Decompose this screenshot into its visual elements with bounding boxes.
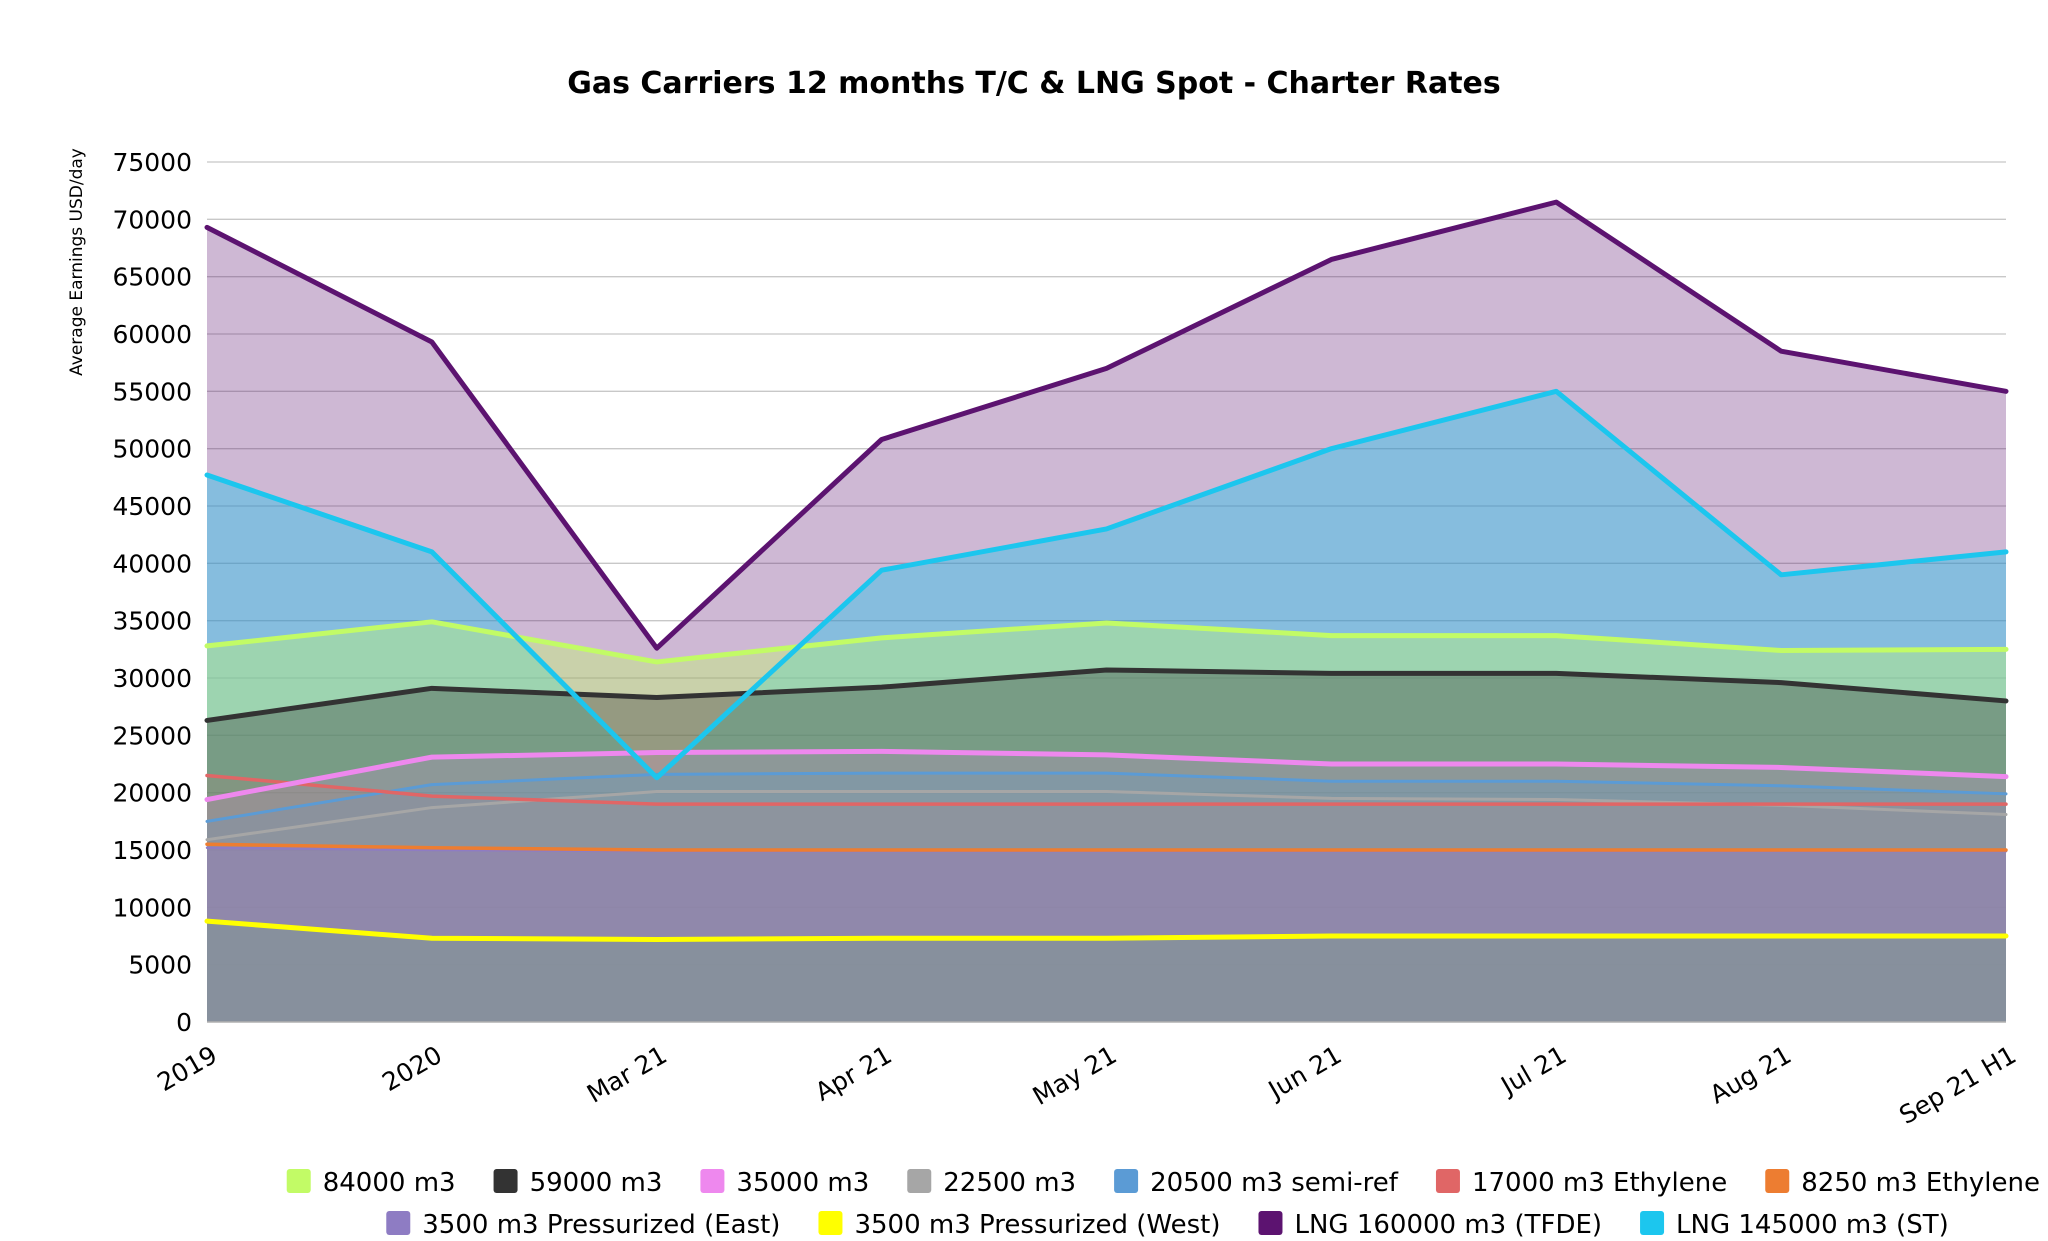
legend-swatch-22500-m3 [907, 1169, 932, 1193]
legend-swatch-3500-m3-pressurized-west [818, 1211, 843, 1235]
y-tick-label: 25000 [112, 721, 192, 750]
line-8250-m3-ethylene [205, 842, 2008, 852]
y-tick-label: 0 [176, 1008, 192, 1037]
area-3500-m3-pressurized-east [207, 847, 2006, 1022]
x-tick-labels: 2019 2020 Mar 21 Apr 21 May 21 Jun 21 Jul 21 Au… [152, 1040, 2021, 1130]
y-tick-label: 45000 [112, 492, 192, 521]
legend-label-20500-m3-semi-ref: 20500 m3 semi-ref [1150, 1168, 1399, 1198]
y-tick-label: 55000 [112, 377, 192, 406]
legend-swatch-3500-m3-pressurized-east [386, 1211, 411, 1235]
y-tick-label: 75000 [112, 148, 192, 177]
y-tick-label: 50000 [112, 435, 192, 464]
area-20500-m3-semi-ref [207, 773, 2006, 1022]
legend-label-3500-m3-pressurized-west: 3500 m3 Pressurized (West) [854, 1210, 1220, 1240]
legend-label-84000-m3: 84000 m3 [323, 1168, 456, 1198]
legend-label-17000-m3-ethylene: 17000 m3 Ethylene [1472, 1168, 1727, 1198]
chart-title: Gas Carriers 12 months T/C & LNG Spot - … [567, 66, 1501, 101]
line-35000-m3 [204, 748, 2009, 803]
y-tick-label: 65000 [112, 263, 192, 292]
y-tick-label: 60000 [112, 320, 192, 349]
y-axis-label: Average Earnings USD/day [67, 148, 87, 376]
legend-swatch-84000-m3 [286, 1169, 311, 1193]
x-tick-label: Mar 21 [582, 1040, 672, 1109]
legend-label-22500-m3: 22500 m3 [943, 1168, 1076, 1198]
legend-label-8250-m3-ethylene: 8250 m3 Ethylene [1801, 1168, 2040, 1198]
y-tick-label: 20000 [112, 779, 192, 808]
legend-swatch-8250-m3-ethylene [1765, 1169, 1790, 1193]
line-lng-160000-m3-tfde [204, 199, 2009, 651]
area-fills [207, 202, 2006, 1023]
legend-swatch-35000-m3 [700, 1169, 725, 1193]
legend-swatch-20500-m3-semi-ref [1114, 1169, 1139, 1193]
legend-label-59000-m3: 59000 m3 [530, 1168, 663, 1198]
line-3500-m3-pressurized-west [204, 918, 2009, 942]
legend-label-35000-m3: 35000 m3 [736, 1168, 869, 1198]
y-tick-label: 40000 [112, 549, 192, 578]
gridlines [207, 161, 2006, 966]
y-tick-label: 10000 [112, 893, 192, 922]
x-tick-label: Apr 21 [810, 1040, 896, 1107]
x-tick-label: 2019 [152, 1040, 222, 1097]
area-17000-m3-ethylene [207, 775, 2006, 1022]
area-35000-m3 [207, 751, 2006, 1022]
area-lng-145000-m3-st [207, 391, 2006, 1022]
area-84000-m3 [207, 621, 2006, 1022]
y-tick-label: 15000 [112, 836, 192, 865]
x-tick-label: Sep 21 H1 [1894, 1040, 2021, 1130]
y-tick-label: 30000 [112, 664, 192, 693]
y-tick-labels: 0 5000 10000 15000 20000 25000 30000 35000 40000… [112, 148, 192, 1037]
area-8250-m3-ethylene [207, 844, 2006, 1022]
legend-swatch-59000-m3 [493, 1169, 518, 1193]
line-17000-m3-ethylene [205, 773, 2008, 806]
x-tick-label: May 21 [1028, 1040, 1122, 1111]
legend-swatch-lng-160000-m3-tfde [1258, 1211, 1283, 1235]
y-tick-label: 70000 [112, 205, 192, 234]
legend-label-lng-160000-m3-tfde: LNG 160000 m3 (TFDE) [1294, 1210, 1602, 1240]
x-tick-label: 2020 [377, 1040, 447, 1097]
x-tick-label: Aug 21 [1705, 1040, 1796, 1109]
line-lng-145000-m3-st [204, 388, 2009, 781]
x-tick-label: Jun 21 [1262, 1040, 1346, 1106]
legend-swatch-lng-145000-m3-st [1640, 1211, 1665, 1235]
area-lng-160000-m3-tfde [207, 202, 2006, 1023]
line-84000-m3 [204, 619, 2009, 665]
line-20500-m3-semi-ref [205, 771, 2008, 823]
area-3500-m3-pressurized-west [207, 921, 2006, 1022]
series-lines [204, 199, 2009, 942]
y-tick-label: 35000 [112, 607, 192, 636]
legend-label-3500-m3-pressurized-east: 3500 m3 Pressurized (East) [422, 1210, 780, 1240]
legend-label-lng-145000-m3-st: LNG 145000 m3 (ST) [1676, 1210, 1949, 1240]
line-59000-m3 [204, 667, 2009, 723]
legend: 84000 m3 59000 m3 35000 m3 22500 m3 20500 m3… [286, 1168, 2040, 1240]
legend-swatch-17000-m3-ethylene [1435, 1169, 1460, 1193]
x-tick-label: Jul 21 [1494, 1040, 1571, 1101]
y-tick-label: 5000 [128, 951, 192, 980]
